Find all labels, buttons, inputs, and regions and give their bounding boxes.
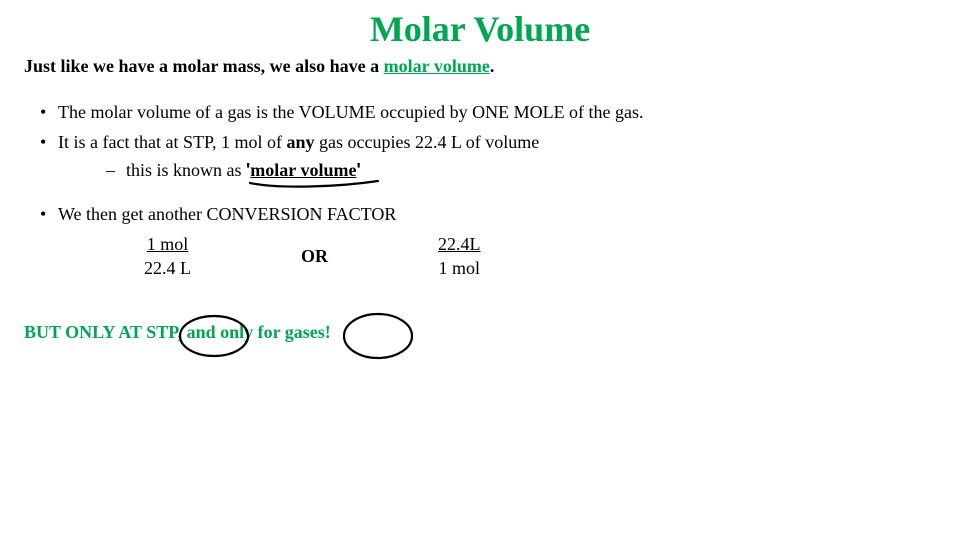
final-text: BUT ONLY AT STP, and only for gases! — [24, 322, 331, 342]
intro-line: Just like we have a molar mass, we also … — [24, 56, 936, 77]
mv-term-text: molar volume — [250, 160, 356, 180]
bullet-3: We then get another CONVERSION FACTOR — [40, 201, 936, 227]
bullet-2-suffix: gas occupies 22.4 L of volume — [314, 132, 539, 152]
conversion-row: 1 mol 22.4 L OR 22.4L 1 mol — [144, 233, 936, 280]
right-numerator: 22.4L — [438, 233, 481, 256]
bullet-1: The molar volume of a gas is the VOLUME … — [40, 99, 936, 125]
left-denominator: 22.4 L — [144, 257, 191, 280]
molar-volume-term: molar volume — [250, 157, 356, 183]
conversion-or: OR — [301, 246, 328, 267]
conversion-left: 1 mol 22.4 L — [144, 233, 191, 280]
bullet-2-prefix: It is a fact that at STP, 1 mol of — [58, 132, 286, 152]
intro-highlight: molar volume — [384, 56, 490, 76]
bullet-list: The molar volume of a gas is the VOLUME … — [24, 99, 936, 227]
quote-close: ' — [356, 160, 360, 180]
sub-bullet: this is known as ' molar volume ' — [106, 157, 936, 183]
slide-title: Molar Volume — [24, 8, 936, 50]
conversion-right: 22.4L 1 mol — [438, 233, 481, 280]
final-line: BUT ONLY AT STP, and only for gases! — [24, 322, 331, 343]
bullet-2-bold: any — [286, 132, 314, 152]
circle-gases-annotation — [338, 310, 418, 362]
intro-suffix: . — [490, 56, 495, 76]
sub-list: this is known as ' molar volume ' — [58, 157, 936, 183]
bullet-2: It is a fact that at STP, 1 mol of any g… — [40, 129, 936, 183]
intro-prefix: Just like we have a molar mass, we also … — [24, 56, 384, 76]
left-numerator: 1 mol — [147, 233, 189, 256]
slide: Molar Volume Just like we have a molar m… — [0, 0, 960, 540]
hand-underline-annotation — [248, 179, 388, 193]
sub-prefix: this is known as — [126, 160, 246, 180]
right-denominator: 1 mol — [438, 257, 480, 280]
